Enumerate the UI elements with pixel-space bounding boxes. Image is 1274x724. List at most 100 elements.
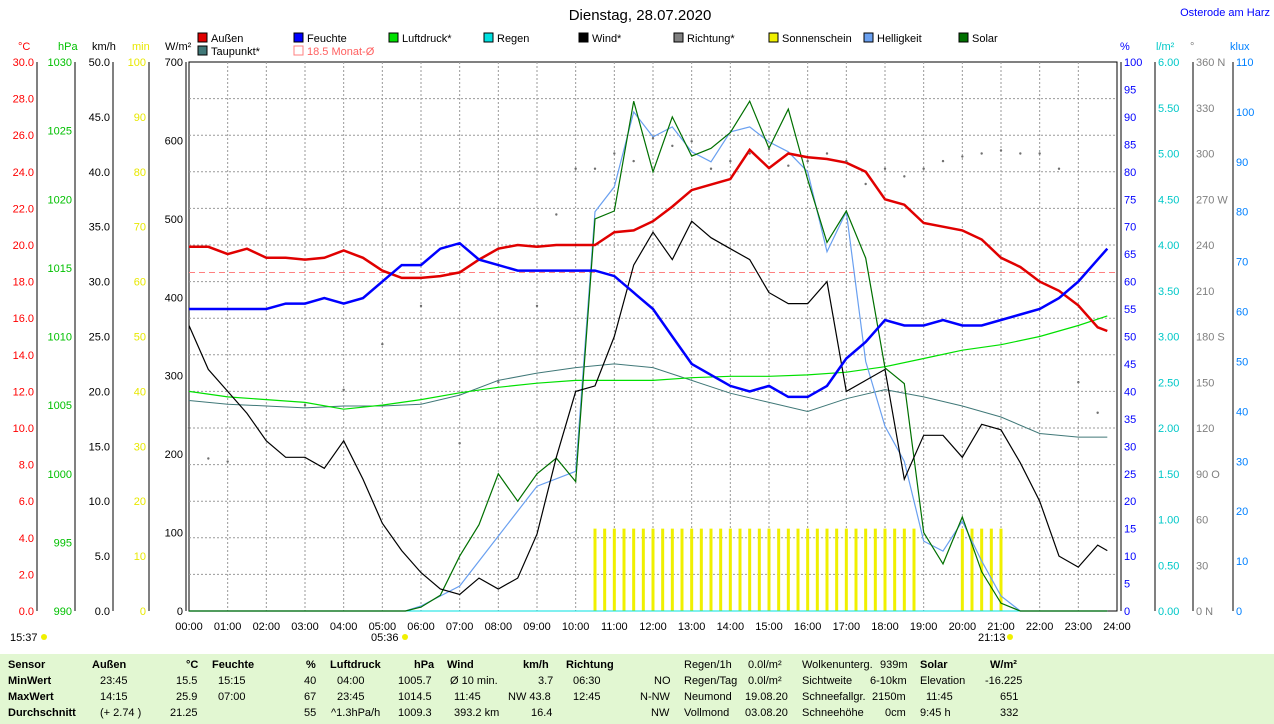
footer-cell: NO — [654, 675, 671, 687]
footer-cell: 04:00 — [337, 675, 365, 687]
axis-tick-label: 40 — [1124, 386, 1136, 398]
footer-solar-label: 11:45 — [926, 691, 953, 703]
axis-tick-label: 28.0 — [13, 94, 34, 106]
x-tick-label: 13:00 — [678, 621, 706, 633]
location-label: Osterode am Harz — [1180, 7, 1270, 19]
wind-direction-dot — [458, 442, 461, 445]
axis-tick-label: 995 — [54, 537, 72, 549]
axis-tick-label: 1.50 — [1158, 469, 1179, 481]
axis-unit-label: klux — [1230, 41, 1250, 53]
footer-cell: ^1.3hPa/h — [331, 707, 381, 719]
x-tick-label: 21:00 — [987, 621, 1015, 633]
footer-extra-label: Wolkenunterg. — [802, 659, 873, 671]
wind-direction-dot — [961, 155, 964, 158]
axis-tick-label: 80 — [1124, 167, 1136, 179]
legend-swatch — [673, 32, 684, 43]
footer-header-richtung: Richtung — [566, 659, 614, 671]
axis-tick-label: 10 — [134, 551, 146, 563]
axis-tick-label: 210 — [1196, 286, 1214, 298]
axis-unit-label: W/m² — [165, 41, 192, 53]
footer-header-sensor: Sensor — [8, 659, 46, 671]
footer-row-label: MaxWert — [8, 691, 54, 703]
footer-row-label: MinWert — [8, 675, 52, 687]
axis-tick-label: 100 — [165, 528, 183, 540]
axis-tick-label: 180 S — [1196, 332, 1225, 344]
footer-cell: 15.5 — [176, 675, 198, 687]
legend-swatch — [197, 32, 208, 43]
axis-tick-label: 600 — [165, 135, 183, 147]
axis-tick-label: 24.0 — [13, 167, 34, 179]
axis-tick-label: 4.50 — [1158, 194, 1179, 206]
axis-tick-label: 45 — [1124, 359, 1136, 371]
footer-cell: Ø 10 min. — [450, 675, 498, 687]
legend-swatch — [197, 45, 208, 56]
legend-label: Regen — [497, 33, 529, 45]
wind-direction-dot — [690, 140, 693, 143]
x-tick-label: 04:00 — [330, 621, 358, 633]
axis-tick-label: 1030 — [48, 57, 72, 69]
x-tick-label: 20:00 — [949, 621, 977, 633]
footer-cell: 393.2 km — [454, 707, 500, 719]
footer-cell: (+ 2.74 ) — [100, 707, 142, 719]
series-line-wind — [188, 220, 1108, 596]
axis-tick-label: 1020 — [48, 194, 72, 206]
axis-tick-label: 60 — [1236, 307, 1248, 319]
x-tick-label: 11:00 — [601, 621, 628, 633]
statistics-panel: Sensor Außen °C Feuchte % Luftdruck hPa … — [0, 654, 1274, 724]
wind-direction-dot — [864, 182, 867, 186]
footer-solar-title: Solar — [920, 659, 948, 671]
legend-label: Solar — [972, 33, 998, 45]
footer-solar-unit: W/m² — [990, 659, 1017, 671]
axis-tick-label: 20 — [134, 496, 146, 508]
axis-tick-label: 50 — [134, 332, 146, 344]
footer-header-feuchte-unit: % — [306, 659, 316, 671]
axis-tick-label: 25.0 — [89, 332, 110, 344]
legend-label: Sonnenschein — [782, 33, 852, 45]
series-line-taupunkt — [188, 363, 1108, 438]
footer-cell: 06:30 — [573, 675, 601, 687]
wind-direction-dot — [748, 152, 751, 155]
legend-swatch — [388, 32, 399, 43]
legend-label: 18.5 Monat-Ø — [307, 46, 375, 58]
axis-tick-label: 40 — [134, 386, 146, 398]
axis-tick-label: 100 — [128, 57, 146, 69]
x-tick-label: 01:00 — [214, 621, 242, 633]
footer-header-luftdruck-unit: hPa — [414, 659, 435, 671]
footer-extra-value: 0.0l/m² — [748, 675, 782, 687]
axis-tick-label: 90 — [134, 112, 146, 124]
axis-tick-label: 0.0 — [19, 606, 34, 618]
series-line-feuchte — [189, 241, 1109, 399]
current-time-icon — [41, 634, 47, 640]
wind-direction-dot — [729, 159, 732, 163]
axis-tick-label: 90 — [1236, 157, 1248, 169]
axis-tick-label: 200 — [165, 449, 183, 461]
series-line-helligkeit — [189, 110, 1108, 612]
x-tick-label: 22:00 — [1026, 621, 1054, 633]
wind-direction-dot — [999, 149, 1003, 152]
axis-tick-label: 8.0 — [19, 460, 34, 472]
axis-tick-label: 0.00 — [1158, 606, 1179, 618]
axis-tick-label: 330 — [1196, 103, 1214, 115]
footer-extra-label: Neumond — [684, 691, 732, 703]
axis-tick-label: 50.0 — [89, 57, 110, 69]
axis-tick-label: 65 — [1124, 249, 1136, 261]
x-tick-label: 12:00 — [639, 621, 667, 633]
footer-solar-value: -16.225 — [985, 675, 1023, 687]
footer-cell: 25.9 — [176, 691, 198, 703]
wind-direction-dot — [903, 175, 906, 178]
wind-direction-dot — [419, 304, 423, 308]
axis-tick-label: 70 — [1236, 257, 1248, 269]
wind-direction-dot — [941, 159, 945, 163]
wind-direction-dot — [980, 152, 983, 155]
x-tick-label: 06:00 — [407, 621, 435, 633]
wind-direction-dot — [825, 152, 829, 155]
axis-tick-label: 4.0 — [19, 533, 34, 545]
axis-tick-label: 90 O — [1196, 469, 1220, 481]
wind-direction-dot — [1019, 152, 1022, 155]
x-tick-label: 18:00 — [871, 621, 899, 633]
x-tick-label: 24:00 — [1103, 621, 1131, 633]
axis-tick-label: 30 — [134, 441, 146, 453]
footer-cell: 1014.5 — [398, 691, 432, 703]
legend-label: Luftdruck* — [402, 33, 452, 45]
footer-cell: 1009.3 — [398, 707, 432, 719]
